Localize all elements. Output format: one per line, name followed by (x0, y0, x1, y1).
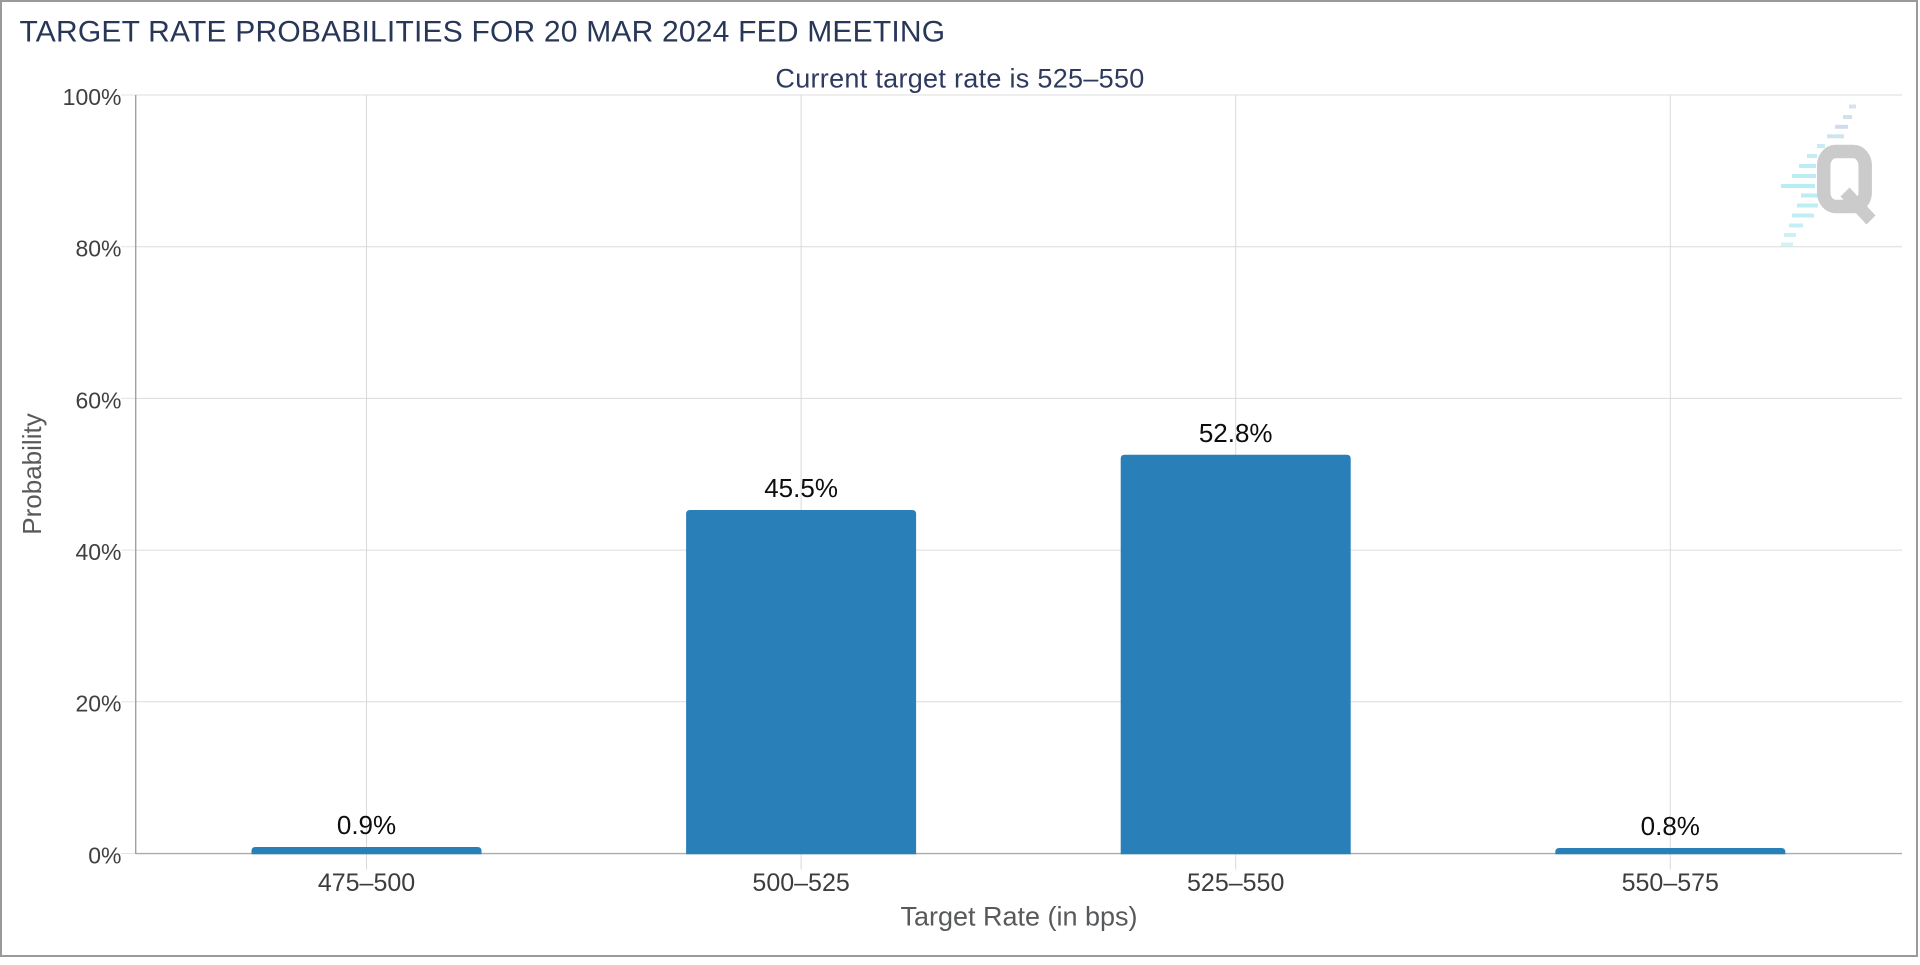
svg-text:52.8%: 52.8% (1199, 418, 1273, 448)
svg-text:45.5%: 45.5% (764, 473, 838, 503)
svg-text:525–550: 525–550 (1187, 869, 1284, 897)
svg-text:Current target rate is 525–550: Current target rate is 525–550 (775, 64, 1144, 94)
svg-text:475–500: 475–500 (318, 869, 415, 897)
svg-text:550–575: 550–575 (1622, 869, 1719, 897)
svg-text:40%: 40% (75, 539, 121, 565)
svg-text:80%: 80% (75, 236, 121, 262)
svg-text:Target Rate (in bps): Target Rate (in bps) (900, 902, 1137, 932)
svg-text:0.9%: 0.9% (337, 810, 396, 840)
svg-text:0%: 0% (88, 842, 121, 868)
svg-text:60%: 60% (75, 387, 121, 413)
svg-text:0.8%: 0.8% (1641, 811, 1700, 841)
svg-text:500–525: 500–525 (752, 869, 849, 897)
svg-text:TARGET RATE PROBABILITIES FOR: TARGET RATE PROBABILITIES FOR 20 MAR 202… (20, 15, 946, 48)
svg-text:20%: 20% (75, 691, 121, 717)
svg-text:Probability: Probability (17, 413, 47, 534)
svg-text:100%: 100% (63, 84, 122, 110)
